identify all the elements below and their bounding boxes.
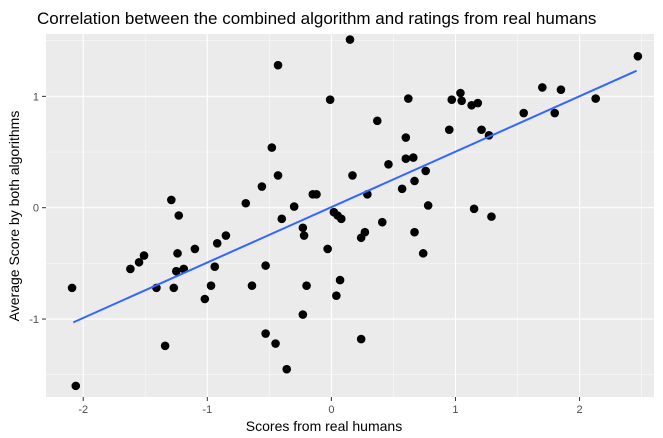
data-point <box>261 261 270 270</box>
data-point <box>289 202 299 211</box>
data-point <box>210 262 220 272</box>
data-point <box>171 266 181 276</box>
data-point <box>277 214 287 224</box>
data-point <box>337 214 346 224</box>
data-point <box>348 171 357 180</box>
y-axis-title: Average Score by both algorithms <box>6 111 22 322</box>
data-point <box>519 108 529 118</box>
data-point <box>282 364 292 374</box>
data-point <box>550 108 560 118</box>
data-point <box>633 51 643 61</box>
data-point <box>421 166 430 176</box>
data-point <box>538 83 547 92</box>
y-tick-label: -1 <box>29 314 39 326</box>
data-point <box>591 94 600 103</box>
chart-title: Correlation between the combined algorit… <box>37 9 596 28</box>
data-point <box>206 281 216 290</box>
data-point <box>271 339 280 348</box>
data-point <box>71 381 81 391</box>
data-point <box>401 154 411 164</box>
data-point <box>423 201 433 210</box>
data-point <box>139 251 149 260</box>
data-point <box>247 281 257 290</box>
data-point <box>556 85 566 94</box>
data-point <box>332 291 341 300</box>
data-points <box>67 35 643 391</box>
data-point <box>169 283 179 293</box>
data-point <box>174 211 184 220</box>
data-point <box>410 176 419 186</box>
data-point <box>273 171 283 180</box>
y-tick-label: 0 <box>33 203 39 215</box>
data-point <box>457 96 466 106</box>
data-point <box>298 223 308 233</box>
data-point <box>160 341 170 351</box>
data-point <box>345 35 355 44</box>
data-point <box>408 153 418 162</box>
data-point <box>241 198 251 208</box>
data-point <box>456 88 465 98</box>
data-point <box>126 264 135 274</box>
data-point <box>312 190 321 199</box>
data-point <box>323 244 332 254</box>
data-point <box>372 116 382 126</box>
data-point <box>298 310 308 319</box>
x-tick-label: 0 <box>328 404 334 416</box>
data-point <box>410 227 419 237</box>
data-point <box>418 249 428 258</box>
x-axis-ticks: -2 -1 0 1 2 <box>78 397 583 416</box>
data-point <box>360 227 370 237</box>
data-point <box>261 329 270 338</box>
data-point <box>447 95 457 104</box>
plot-panel <box>46 34 654 397</box>
data-point <box>173 249 182 258</box>
data-point <box>221 231 231 240</box>
x-tick-label: -1 <box>202 404 212 416</box>
data-point <box>477 125 486 135</box>
y-tick-label: 1 <box>33 91 39 103</box>
data-point <box>167 195 176 205</box>
trend-line <box>72 69 638 324</box>
x-tick-label: 1 <box>452 404 458 416</box>
data-point <box>134 257 144 267</box>
data-point <box>473 98 483 108</box>
data-point <box>469 204 479 214</box>
x-axis-title: Scores from real humans <box>246 418 402 434</box>
data-point <box>325 95 335 104</box>
data-point <box>302 281 311 290</box>
data-point <box>257 182 267 191</box>
data-point <box>190 244 200 254</box>
data-point <box>335 275 345 285</box>
data-point <box>487 212 496 221</box>
data-point <box>404 94 413 103</box>
x-tick-label: 2 <box>576 404 582 416</box>
minor-gridlines <box>46 34 654 397</box>
data-point <box>267 143 277 152</box>
data-point <box>200 294 210 304</box>
data-point <box>397 184 407 194</box>
data-point <box>273 60 283 70</box>
data-point <box>384 159 393 169</box>
data-point <box>377 217 387 227</box>
data-point <box>401 133 411 142</box>
data-point <box>444 125 454 135</box>
x-tick-label: -2 <box>78 404 88 416</box>
data-point <box>212 239 222 248</box>
data-point <box>356 334 366 344</box>
trend-line-group <box>72 69 638 324</box>
major-gridlines <box>46 34 654 397</box>
y-axis-ticks: -1 0 1 <box>29 91 46 326</box>
data-point <box>67 283 77 293</box>
data-point <box>299 231 309 240</box>
